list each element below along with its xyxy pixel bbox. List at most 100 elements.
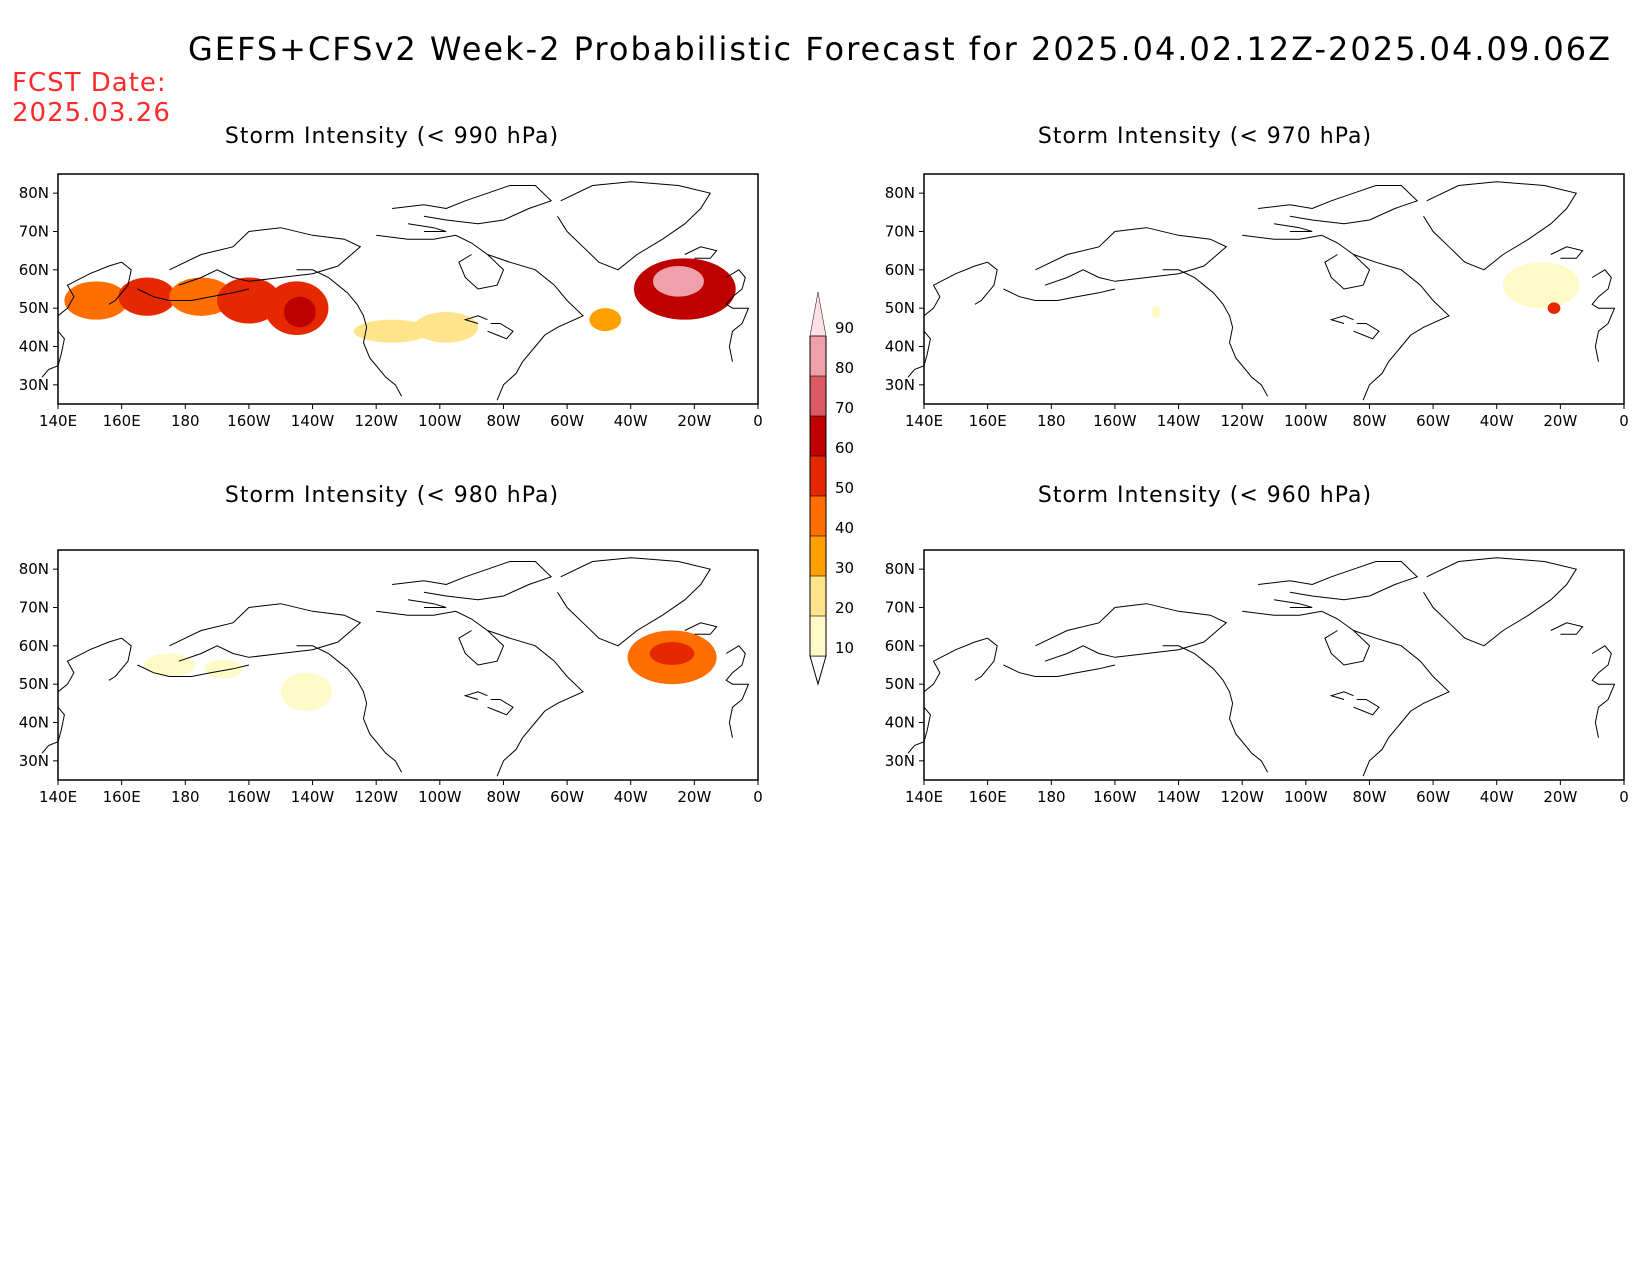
map-frame [923,549,1625,781]
longitude-tick-label: 20W [1543,412,1577,430]
coastline [923,637,998,693]
longitude-tick-label: 80W [1352,788,1386,806]
coastline [1003,288,1116,301]
map-panel-960: 140E 160E 180 160W 140W 120W 100W 80W 60W 40W 20W 0… [885,549,1629,806]
longitude-tick-label: 60W [550,412,584,430]
coastline [1353,630,1450,777]
latitude-tick-label: 30N [885,376,915,394]
probability-area [1547,302,1561,314]
map-frame [923,173,1625,405]
colorbar-swatch [809,291,827,337]
longitude-tick-label: 140W [291,788,335,806]
latitude-tick-label: 50N [19,299,49,317]
longitude-tick-label: 160E [103,412,141,430]
longitude-tick-label: 100W [418,412,462,430]
longitude-tick-label: 140E [39,412,77,430]
coastline [487,630,584,777]
longitude-tick-label: 100W [1284,412,1328,430]
longitude-tick-label: 100W [1284,788,1328,806]
colorbar-swatch [810,576,826,616]
probability-fields [1151,262,1580,318]
colorbar-swatch [810,416,826,456]
coastline [1550,622,1584,635]
coastline [407,223,447,232]
coastline [725,269,750,362]
colorbar-tick-label: 10 [835,639,854,657]
forecast-date-block: FCST Date: 2025.03.26 [12,68,171,128]
coastline [1258,185,1419,225]
longitude-tick-label: 140W [291,412,335,430]
coastline [725,645,750,738]
latitude-tick-label: 40N [19,338,49,356]
probability-fields [143,630,717,711]
colorbar-swatch [810,536,826,576]
coastlines [907,557,1616,777]
longitude-tick-label: 60W [1416,788,1450,806]
coastline [1035,603,1228,662]
coastlines [41,557,750,777]
coastline [407,599,447,608]
latitude-tick-label: 80N [885,560,915,578]
colorbar-swatch [810,616,826,656]
coastlines [41,181,750,401]
forecast-date-label: FCST Date: [12,68,167,98]
longitude-tick-label: 160E [103,788,141,806]
latitude-tick-label: 50N [19,675,49,693]
probability-area [649,642,695,665]
latitude-tick-label: 30N [19,752,49,770]
map-panel-970: 140E 160E 180 160W 140W 120W 100W 80W 60W 40W 20W 0… [885,173,1629,430]
colorbar-swatch [810,496,826,536]
latitude-tick-label: 60N [885,637,915,655]
latitude-tick-label: 70N [885,223,915,241]
map-panel-980: 140E 160E 180 160W 140W 120W 100W 80W 60W 40W 20W 0… [19,549,763,806]
colorbar-tick-label: 30 [835,559,854,577]
map-panel-990: 140E 160E 180 160W 140W 120W 100W 80W 60W 40W 20W 0… [19,173,763,430]
colorbar-tick-label: 70 [835,399,854,417]
coastline [557,557,712,647]
coastline [1550,246,1584,259]
coastline [1035,227,1228,286]
probability-area [1151,306,1162,318]
probability-area [280,672,332,711]
colorbar-tick-label: 20 [835,599,854,617]
colorbar-tick-label: 60 [835,439,854,457]
probability-area [204,659,243,679]
panel-title-960: Storm Intensity (< 960 hPa) [1037,483,1373,508]
colorbar-tick-label: 90 [835,319,854,337]
longitude-tick-label: 140W [1157,788,1201,806]
coastline [907,330,931,378]
coastline [376,234,505,290]
colorbar-min-arrow [809,655,827,686]
coastline [169,227,362,286]
latitude-tick-label: 80N [885,184,915,202]
longitude-tick-label: 40W [1480,788,1514,806]
probability-area [143,653,195,677]
latitude-tick-label: 70N [885,599,915,617]
coastline [684,622,718,635]
longitude-tick-label: 40W [614,788,648,806]
panel-title-980: Storm Intensity (< 980 hPa) [224,483,560,508]
coastline [487,254,584,401]
longitude-tick-label: 160W [1093,788,1137,806]
longitude-tick-label: 180 [171,412,200,430]
coastline [1591,645,1616,738]
coastline [487,699,514,716]
coastline [907,706,931,754]
coastline [41,706,65,754]
coastline [463,315,488,324]
colorbar-tick-label: 40 [835,519,854,537]
coastline [1162,269,1269,397]
colorbar-swatch [810,336,826,376]
coastline [41,330,65,378]
longitude-tick-label: 160E [969,412,1007,430]
longitude-tick-label: 20W [677,788,711,806]
latitude-tick-label: 80N [19,560,49,578]
longitude-tick-label: 60W [1416,412,1450,430]
latitude-tick-label: 50N [885,299,915,317]
coastline [57,261,132,317]
panel-title-970: Storm Intensity (< 970 hPa) [1037,124,1373,149]
latitude-tick-label: 60N [19,637,49,655]
longitude-tick-label: 160E [969,788,1007,806]
probability-area [589,308,622,332]
latitude-tick-label: 30N [19,376,49,394]
